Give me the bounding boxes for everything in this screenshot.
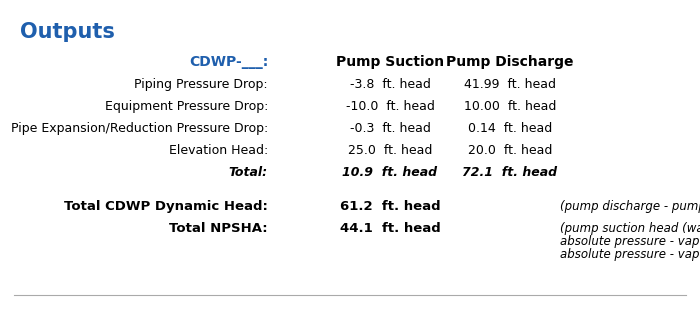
Text: 0.14  ft. head: 0.14 ft. head [468,122,552,135]
Text: 72.1  ft. head: 72.1 ft. head [463,166,558,179]
Text: 61.2  ft. head: 61.2 ft. head [340,200,440,213]
Text: 41.99  ft. head: 41.99 ft. head [464,78,556,91]
Text: 44.1  ft. head: 44.1 ft. head [340,222,440,235]
Text: Pump Suction: Pump Suction [336,55,444,69]
Text: Pipe Expansion/Reduction Pressure Drop:: Pipe Expansion/Reduction Pressure Drop: [10,122,268,135]
Text: 10.9  ft. head: 10.9 ft. head [342,166,438,179]
Text: Piping Pressure Drop:: Piping Pressure Drop: [134,78,268,91]
Text: Total CDWP Dynamic Head:: Total CDWP Dynamic Head: [64,200,268,213]
Text: (pump discharge - pump suction head): (pump discharge - pump suction head) [560,200,700,213]
Text: Total:: Total: [229,166,268,179]
Text: CDWP-___:: CDWP-___: [189,55,268,69]
Text: -3.8  ft. head: -3.8 ft. head [349,78,430,91]
Text: absolute pressure - vapor pressure): absolute pressure - vapor pressure) [560,248,700,261]
Text: -10.0  ft. head: -10.0 ft. head [346,100,435,113]
Text: 20.0  ft. head: 20.0 ft. head [468,144,552,157]
Text: Total NPSHA:: Total NPSHA: [169,222,268,235]
Text: (pump suction head (water) +: (pump suction head (water) + [560,222,700,235]
Text: Elevation Head:: Elevation Head: [169,144,268,157]
Text: -0.3  ft. head: -0.3 ft. head [349,122,430,135]
Text: 10.00  ft. head: 10.00 ft. head [464,100,556,113]
Text: Outputs: Outputs [20,22,115,42]
Text: Pump Discharge: Pump Discharge [447,55,574,69]
Text: absolute pressure - vapor pressure): absolute pressure - vapor pressure) [560,235,700,248]
Text: Equipment Pressure Drop:: Equipment Pressure Drop: [104,100,268,113]
Text: 25.0  ft. head: 25.0 ft. head [348,144,432,157]
